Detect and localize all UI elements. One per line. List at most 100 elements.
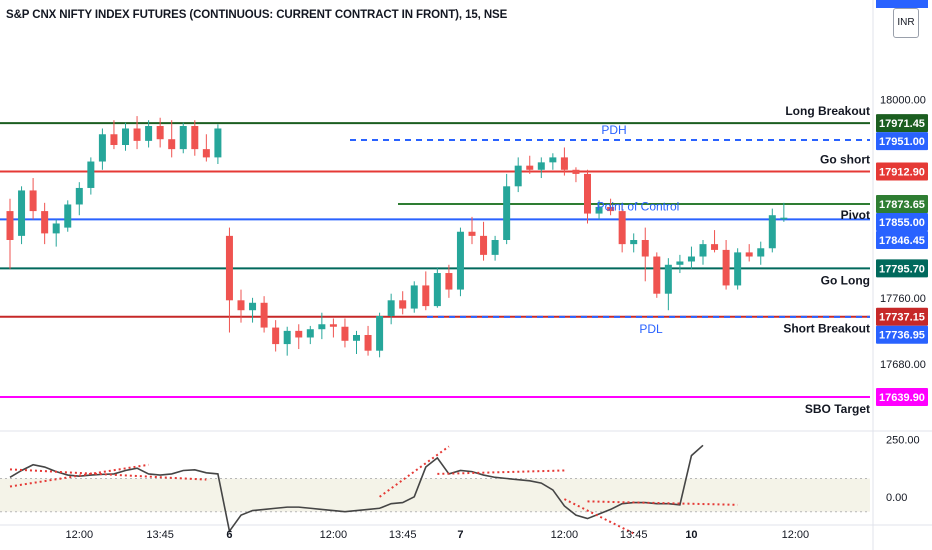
candle-body bbox=[191, 126, 199, 150]
price-badge-short_breakout bbox=[876, 307, 928, 326]
candle-body bbox=[179, 126, 187, 150]
candle-body bbox=[168, 139, 176, 150]
price-badge-pdl bbox=[876, 325, 928, 344]
candle-body bbox=[572, 169, 580, 174]
price-badge-top-clipped bbox=[876, 0, 928, 8]
currency-button[interactable]: INR bbox=[893, 8, 919, 38]
candle-body bbox=[64, 204, 72, 228]
candle-body bbox=[433, 273, 441, 307]
candle-body bbox=[376, 316, 384, 351]
candle-body bbox=[584, 173, 591, 214]
candle-body bbox=[202, 149, 210, 158]
price-tick-label: 17760.00 bbox=[880, 293, 926, 305]
candle-body bbox=[456, 231, 464, 290]
level-label-pdh: PDH bbox=[601, 123, 626, 137]
candle-body bbox=[468, 231, 476, 236]
candle-body bbox=[630, 240, 638, 245]
oscillator-trendline bbox=[379, 445, 450, 498]
time-tick-label: 13:45 bbox=[620, 529, 648, 541]
candle-body bbox=[98, 134, 106, 162]
oscillator-band bbox=[0, 478, 870, 512]
candle-body bbox=[41, 211, 49, 234]
oscillator-line bbox=[9, 444, 704, 534]
candle-body bbox=[757, 248, 765, 257]
price-badge-sbo_target bbox=[876, 388, 928, 407]
price-badge-long_breakout bbox=[876, 114, 928, 133]
price-badge-pdh bbox=[876, 132, 928, 151]
price-tick-label: 17680.00 bbox=[880, 359, 926, 371]
candle-body bbox=[537, 162, 545, 170]
candle-body bbox=[87, 161, 95, 188]
candle-body bbox=[6, 211, 14, 240]
candle-body bbox=[687, 256, 695, 262]
candle-body bbox=[364, 335, 372, 351]
candle-body bbox=[133, 128, 141, 141]
level-label-go_long: Go Long bbox=[821, 273, 870, 287]
candle-body bbox=[29, 190, 37, 212]
oscillator-trendline bbox=[9, 463, 149, 488]
price-badge-pivot bbox=[876, 194, 928, 213]
candle-body bbox=[410, 285, 418, 309]
price-badge-text: 17846.45 bbox=[879, 235, 925, 247]
level-label-go_short: Go short bbox=[820, 153, 870, 167]
price-badge-text: 17873.65 bbox=[879, 199, 925, 211]
candle-body bbox=[734, 252, 742, 286]
candle-body bbox=[641, 240, 649, 257]
candle-body bbox=[514, 165, 522, 187]
level-label-long_breakout: Long Breakout bbox=[785, 104, 870, 118]
candle-body bbox=[272, 327, 280, 345]
candle-body bbox=[664, 264, 672, 294]
candle-body bbox=[353, 335, 360, 341]
candle-body bbox=[595, 206, 603, 214]
candle-body bbox=[156, 126, 164, 140]
candle-body bbox=[341, 326, 349, 341]
candle-body bbox=[607, 206, 615, 212]
oscillator-tick-label: 0.00 bbox=[886, 492, 907, 504]
candle-body bbox=[329, 324, 337, 327]
candle-body bbox=[399, 300, 407, 309]
candle-body bbox=[318, 324, 326, 330]
candle-body bbox=[711, 244, 719, 250]
time-tick-label: 12:00 bbox=[551, 529, 579, 541]
price-badge-text: 17737.15 bbox=[879, 312, 925, 324]
candle-body bbox=[560, 157, 568, 170]
oscillator-trendline bbox=[587, 500, 738, 506]
price-badge-text: 17971.45 bbox=[879, 118, 925, 130]
time-tick-label: 13:45 bbox=[389, 529, 417, 541]
candle-body bbox=[780, 217, 788, 220]
time-tick-label: 12:00 bbox=[66, 529, 94, 541]
candle-body bbox=[387, 300, 395, 316]
candle-body bbox=[699, 244, 707, 257]
candle-body bbox=[768, 215, 776, 249]
candle-body bbox=[676, 261, 684, 265]
level-label-sbo_target: SBO Target bbox=[805, 402, 870, 416]
candle-body bbox=[52, 223, 60, 234]
time-tick-label: 12:00 bbox=[782, 529, 810, 541]
candle-body bbox=[225, 235, 233, 301]
oscillator-trendline bbox=[437, 469, 565, 475]
candle-body bbox=[306, 329, 314, 338]
price-badge-text: 17795.70 bbox=[879, 263, 925, 275]
candle-body bbox=[295, 330, 303, 338]
price-badge-text: 17855.00 bbox=[879, 217, 925, 229]
candle-body bbox=[503, 186, 511, 240]
price-badge-go_long bbox=[876, 259, 928, 278]
candle-body bbox=[237, 300, 245, 311]
candle-body bbox=[18, 190, 26, 236]
price-badge-point_of_control bbox=[876, 212, 928, 231]
candle-body bbox=[526, 165, 534, 170]
candle-body bbox=[283, 330, 291, 345]
oscillator-tick-label: 250.00 bbox=[886, 435, 920, 447]
candle-body bbox=[491, 240, 499, 255]
candle-body bbox=[422, 285, 430, 307]
time-tick-label: 6 bbox=[226, 529, 232, 541]
candle-body bbox=[110, 134, 118, 145]
price-badge-text: 17736.95 bbox=[879, 330, 925, 342]
price-tick-label: 18000.00 bbox=[880, 95, 926, 107]
chart-title: S&P CNX NIFTY INDEX FUTURES (CONTINUOUS:… bbox=[6, 9, 508, 21]
candle-body bbox=[722, 249, 730, 286]
candle-body bbox=[145, 126, 153, 141]
time-tick-label: 10 bbox=[685, 529, 697, 541]
time-tick-label: 7 bbox=[457, 529, 463, 541]
